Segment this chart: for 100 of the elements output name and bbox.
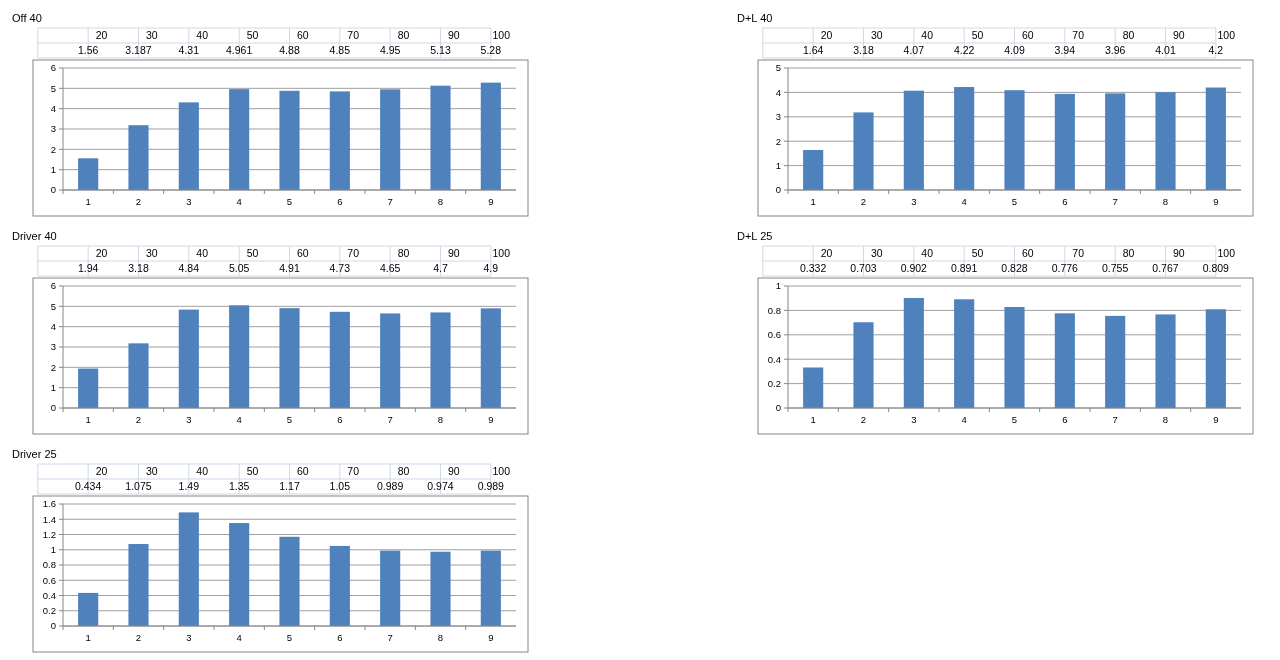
x-tick-label: 8 [1162,414,1169,425]
data-label: 4.85 [329,44,351,56]
bar [1205,87,1226,190]
data-label: 0.767 [1152,262,1179,274]
text: 90 [447,247,460,259]
data-label: 1.17 [279,480,300,492]
text: 90 [447,465,460,477]
bar [279,90,300,190]
text: 90 [447,29,460,41]
text: 60 [296,465,309,477]
data-label: 5.28 [480,44,502,56]
bar [903,90,924,190]
text: 50 [971,247,984,259]
x-tick-label: 2 [135,632,142,643]
text: 70 [347,29,360,41]
y-tick-label: 1.2 [42,528,56,540]
y-tick-label: 3 [50,341,56,353]
bar [480,308,501,408]
text: 20 [820,247,833,259]
y-tick-label: 1 [775,159,781,171]
x-tick-label: 8 [437,414,444,425]
x-tick-label: 3 [911,196,917,207]
x-tick-label: 5 [1011,196,1018,207]
bar [1054,313,1075,408]
x-tick-label: 3 [911,414,917,425]
bar [954,87,975,190]
x-tick-label: 9 [1213,196,1219,207]
x-tick-label: 6 [1062,196,1068,207]
chart-title: D+L 25 [737,230,773,242]
bar [1054,93,1075,190]
bar [1004,306,1025,408]
y-tick-label: 6 [50,280,56,292]
x-tick-label: 4 [236,632,242,643]
y-tick-label: 0.6 [42,574,56,586]
data-label: 1.35 [228,480,250,492]
text: 100 [492,465,511,477]
x-tick-label: 2 [860,414,867,425]
data-label: 1.075 [125,480,152,492]
x-tick-label: 7 [387,196,393,207]
y-tick-label: 0 [50,184,56,196]
y-tick-label: 5 [50,82,56,94]
y-tick-label: 4 [50,320,56,332]
x-tick-label: 8 [1162,196,1169,207]
bar [329,91,350,190]
x-tick-label: 6 [1062,414,1068,425]
data-label: 1.64 [802,44,824,56]
text: 40 [921,29,934,41]
y-tick-label: 0.6 [767,329,781,341]
y-tick-label: 0.2 [42,605,56,617]
text: 100 [1217,29,1236,41]
x-tick-label: 5 [286,196,293,207]
data-label: 0.776 [1051,262,1079,274]
bar [128,343,149,408]
y-tick-label: 5 [775,62,781,74]
x-tick-label: 1 [85,414,91,425]
bar [229,523,250,626]
text: 100 [1217,247,1236,259]
x-tick-label: 7 [387,414,393,425]
bar [128,544,149,626]
y-tick-label: 1.6 [42,498,56,510]
y-tick-label: 6 [50,62,56,74]
text: 60 [1021,247,1034,259]
y-tick-label: 0.2 [767,377,781,389]
data-label: 4.31 [178,44,200,56]
bar [430,85,451,190]
bar [853,322,874,408]
text: 40 [196,247,209,259]
data-label: 0.809 [1202,262,1230,274]
bar [480,82,501,190]
data-label: 5.05 [228,262,250,274]
data-label: 1.56 [77,44,99,56]
bar [1155,314,1176,408]
data-label: 3.94 [1054,44,1076,56]
x-tick-label: 4 [961,414,967,425]
text: 30 [145,247,158,259]
text: 50 [246,465,259,477]
text: 30 [870,247,883,259]
bar [329,311,350,408]
text: 80 [397,29,410,41]
bar [903,297,924,408]
bar [178,309,199,408]
text: 100 [492,29,511,41]
data-label: 4.01 [1155,44,1176,56]
text: 80 [1122,247,1135,259]
data-label: 1.49 [178,480,200,492]
data-label: 4.7 [433,262,448,274]
x-tick-label: 1 [85,632,91,643]
text: 30 [870,29,883,41]
y-tick-label: 0.8 [42,559,56,571]
text: 40 [196,465,209,477]
y-tick-label: 1 [50,163,56,175]
y-tick-label: 0 [775,402,781,414]
data-label: 0.891 [951,262,978,274]
x-tick-label: 3 [186,414,192,425]
bar [1105,315,1126,408]
bar [1105,93,1126,190]
y-tick-label: 0.4 [42,589,56,601]
y-tick-label: 0 [50,620,56,632]
data-label: 4.07 [903,44,925,56]
x-tick-label: 1 [810,414,816,425]
